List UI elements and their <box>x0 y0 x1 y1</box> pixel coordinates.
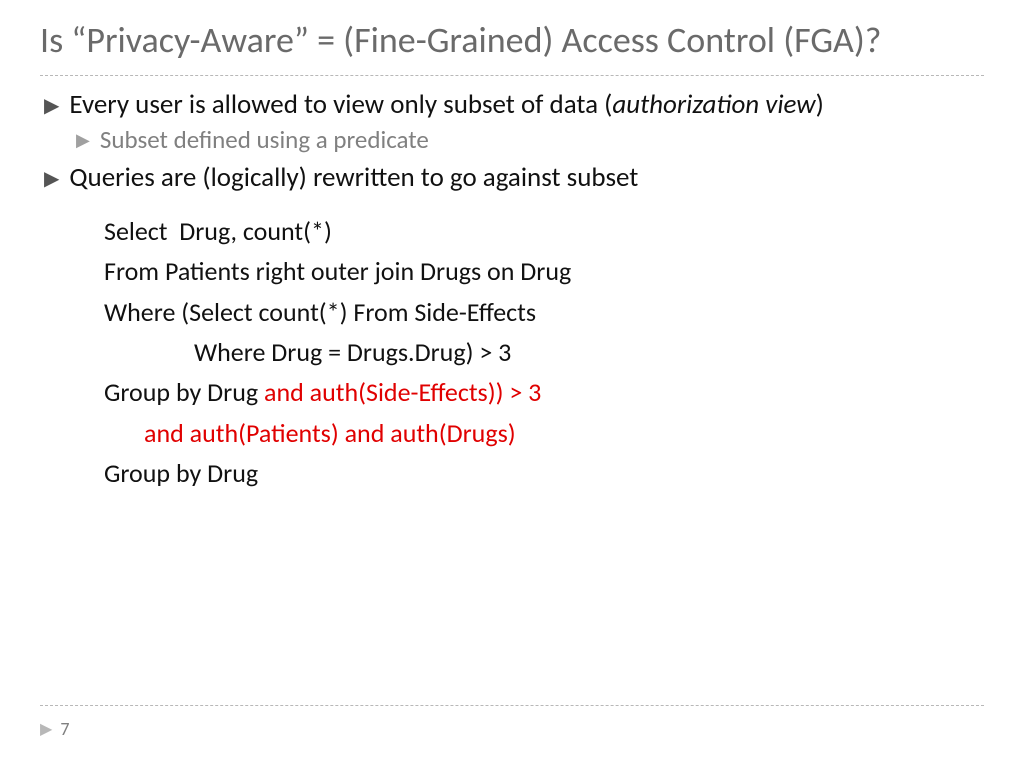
bullet-2-text: Queries are (logically) rewritten to go … <box>69 161 984 195</box>
bullet-1-sub-text: Subset defined using a predicate <box>100 124 429 155</box>
triangle-bullet-icon: ▶ <box>40 719 52 739</box>
query-line-5b-highlight: and auth(Side-Effects)) > 3 <box>264 376 541 408</box>
divider-bottom <box>40 705 984 706</box>
query-line-5: Group by Drug and auth(Side-Effects)) > … <box>104 372 984 412</box>
query-line-6-highlight: and auth(Patients) and auth(Drugs) <box>104 413 984 453</box>
query-line-4: Where Drug = Drugs.Drug) > 3 <box>104 332 984 372</box>
bullet-item-2: ▶ Queries are (logically) rewritten to g… <box>44 161 984 195</box>
query-line-5a: Group by Drug <box>104 376 258 408</box>
bullet-1-text: Every user is allowed to view only subse… <box>69 88 984 122</box>
bullet-1-italic: authorization view <box>612 88 815 121</box>
query-line-1: Select Drug, count(*) <box>104 211 984 251</box>
bullet-item-1: ▶ Every user is allowed to view only sub… <box>44 88 984 122</box>
page-indicator: ▶ 7 <box>40 718 984 740</box>
query-line-7: Group by Drug <box>104 453 984 493</box>
bullet-item-1-sub: ▶ Subset defined using a predicate <box>76 124 984 155</box>
divider-top <box>40 75 984 76</box>
page-number: 7 <box>60 718 69 740</box>
query-line-2: From Patients right outer join Drugs on … <box>104 251 984 291</box>
triangle-bullet-icon: ▶ <box>44 94 59 119</box>
bullet-1-pre: Every user is allowed to view only subse… <box>69 88 612 121</box>
query-line-3: Where (Select count(*) From Side-Effects <box>104 292 984 332</box>
bullet-list: ▶ Every user is allowed to view only sub… <box>40 88 984 493</box>
slide-title: Is “Privacy-Aware” = (Fine-Grained) Acce… <box>40 20 984 71</box>
triangle-bullet-icon: ▶ <box>44 167 59 192</box>
bullet-1-post: ) <box>816 88 824 121</box>
slide-footer: ▶ 7 <box>40 701 984 740</box>
slide: Is “Privacy-Aware” = (Fine-Grained) Acce… <box>0 0 1024 768</box>
triangle-bullet-icon: ▶ <box>76 129 90 152</box>
sql-query-block: Select Drug, count(*) From Patients righ… <box>104 211 984 493</box>
